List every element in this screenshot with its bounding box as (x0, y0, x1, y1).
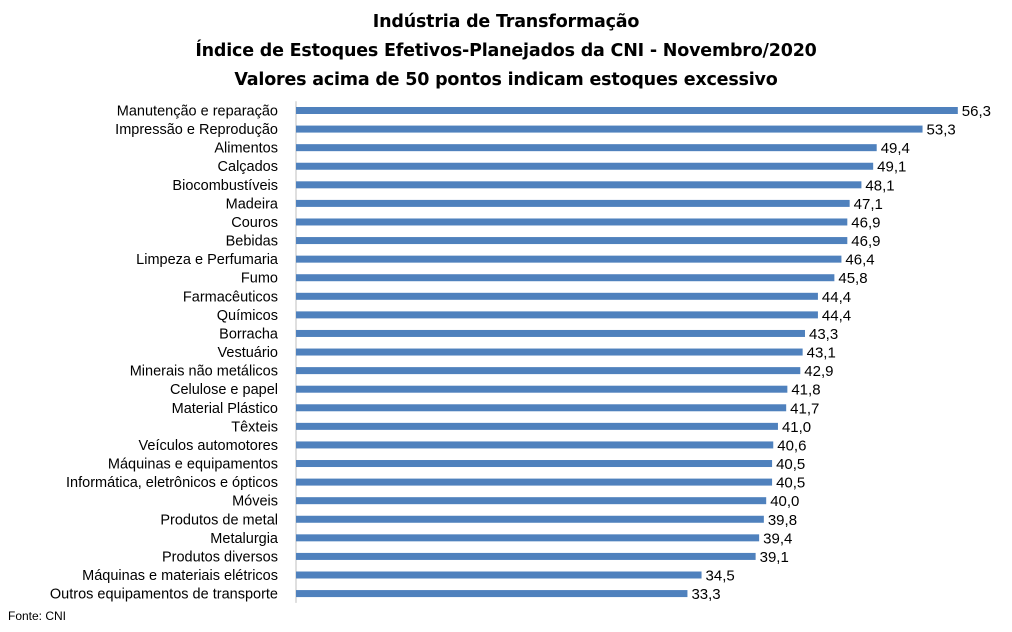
bar (296, 292, 818, 300)
category-label: Calçados (218, 159, 278, 175)
chart-subtitle: Índice de Estoques Efetivos-Planejados d… (195, 41, 817, 61)
data-label: 34,5 (706, 568, 735, 585)
data-label: 45,8 (838, 270, 867, 287)
category-label: Veículos automotores (139, 438, 278, 454)
bar (296, 107, 958, 114)
category-label: Produtos diversos (162, 549, 278, 565)
bar (296, 181, 862, 189)
bar (296, 571, 702, 579)
category-label: Madeira (226, 196, 279, 212)
chart-title: Indústria de Transformação (372, 12, 640, 32)
bar (296, 218, 848, 226)
bar (296, 311, 818, 319)
bar (296, 404, 787, 412)
data-label: 40,0 (770, 493, 799, 510)
category-label: Alimentos (214, 141, 278, 157)
category-label: Químicos (217, 308, 278, 324)
bar (296, 237, 848, 245)
category-label: Móveis (232, 494, 278, 510)
data-label: 49,4 (881, 140, 910, 157)
bar (296, 255, 842, 263)
category-label: Vestuário (218, 345, 278, 361)
category-label: Informática, eletrônicos e ópticos (66, 475, 278, 491)
category-label: Material Plástico (172, 401, 278, 417)
data-label: 33,3 (691, 586, 720, 603)
category-label: Metalurgia (210, 531, 279, 547)
bar (296, 534, 760, 542)
bar (296, 422, 778, 430)
data-label: 49,1 (877, 159, 906, 176)
data-label: 48,1 (865, 177, 894, 194)
bar (296, 274, 835, 282)
data-label: 47,1 (854, 196, 883, 213)
data-label: 40,5 (776, 475, 805, 492)
data-label: 40,6 (777, 437, 806, 454)
bar (296, 125, 923, 133)
data-label: 42,9 (804, 363, 833, 380)
bar (296, 162, 874, 170)
category-label: Manutenção e reparação (117, 104, 278, 120)
bar (296, 590, 688, 598)
category-label: Farmacêuticos (183, 289, 278, 305)
category-label: Bebidas (226, 234, 278, 250)
data-label: 46,4 (845, 252, 874, 269)
bar (296, 460, 773, 468)
bar (296, 367, 801, 375)
category-label: Minerais não metálicos (130, 364, 278, 380)
bar (296, 441, 774, 449)
data-label: 44,4 (822, 289, 851, 306)
chart-note: Valores acima de 50 pontos indicam estoq… (234, 70, 778, 90)
data-label: 43,1 (807, 345, 836, 362)
source-note: Fonte: CNI (8, 609, 67, 623)
category-label: Celulose e papel (170, 382, 278, 398)
category-label: Couros (231, 215, 278, 231)
category-label: Têxteis (231, 419, 278, 435)
category-label: Outros equipamentos de transporte (50, 587, 278, 603)
bar (296, 329, 805, 337)
bar (296, 199, 850, 207)
data-label: 39,8 (768, 512, 797, 529)
data-label: 44,4 (822, 307, 851, 324)
data-label: 56,3 (962, 103, 991, 120)
bar (296, 552, 756, 560)
category-label: Máquinas e equipamentos (108, 457, 278, 473)
category-label: Impressão e Reprodução (115, 122, 278, 138)
category-label: Borracha (219, 326, 279, 342)
category-label: Limpeza e Perfumaria (136, 252, 279, 268)
data-label: 46,9 (851, 214, 880, 231)
data-label: 41,0 (782, 419, 811, 436)
data-label: 53,3 (927, 122, 956, 139)
data-label: 41,7 (790, 400, 819, 417)
category-label: Produtos de metal (160, 512, 278, 528)
data-label: 43,3 (809, 326, 838, 343)
category-label: Fumo (241, 271, 278, 287)
category-label: Biocombustíveis (172, 178, 278, 194)
data-label: 41,8 (791, 382, 820, 399)
data-label: 40,5 (776, 456, 805, 473)
bar (296, 478, 773, 486)
category-label: Máquinas e materiais elétricos (82, 568, 278, 584)
data-label: 39,4 (763, 530, 792, 547)
data-label: 39,1 (760, 549, 789, 566)
bar (296, 515, 764, 523)
bar (296, 385, 788, 393)
data-label: 46,9 (851, 233, 880, 250)
chart-title-block: Indústria de Transformação Índice de Est… (0, 8, 1012, 95)
bar (296, 497, 767, 505)
bar (296, 348, 803, 356)
bar (296, 144, 877, 152)
